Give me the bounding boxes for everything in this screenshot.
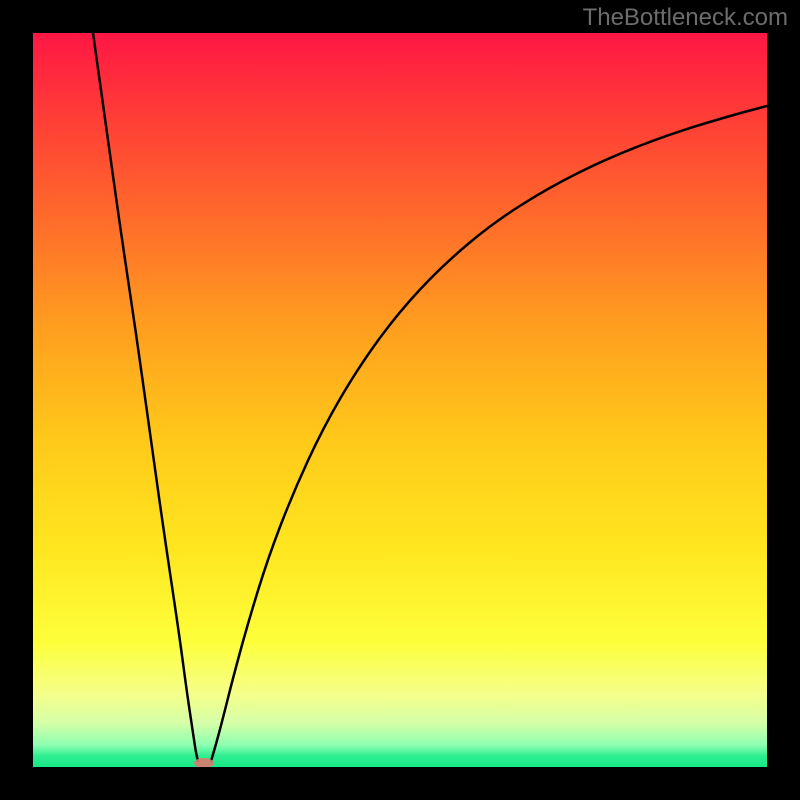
gradient-background (33, 33, 767, 767)
chart-container: TheBottleneck.com (0, 0, 800, 800)
watermark-text: TheBottleneck.com (583, 4, 788, 32)
plot-svg (33, 33, 767, 767)
plot-area (33, 33, 767, 767)
